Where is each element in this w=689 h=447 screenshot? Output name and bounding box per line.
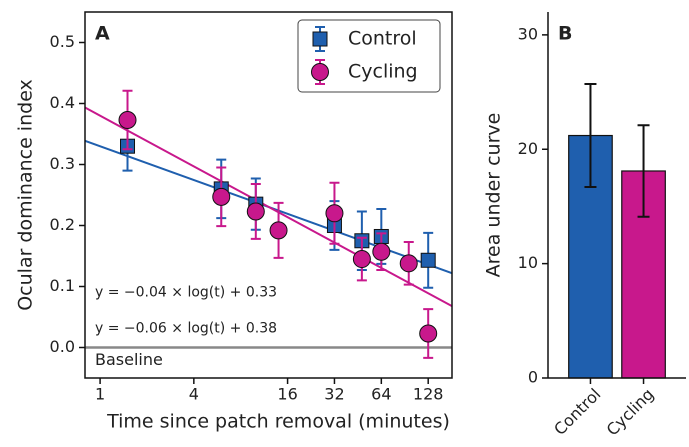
point (419, 324, 438, 343)
legend-label: Cycling (348, 61, 418, 83)
x-axis-label: Time since patch removal (minutes) (106, 411, 450, 433)
fit-line (85, 106, 452, 308)
y-tick-label: 10 (518, 253, 538, 272)
fit-annotation: y = −0.06 × log(t) + 0.38 (95, 321, 277, 337)
y-tick-label: 0.5 (50, 32, 75, 51)
point (325, 204, 344, 223)
x-tick-label: 16 (277, 385, 297, 404)
y-tick-label: 0 (528, 368, 538, 387)
y-tick-label: 0.0 (50, 337, 75, 356)
fit-annotation: y = −0.04 × log(t) + 0.33 (95, 285, 277, 301)
x-tick-label: 4 (189, 385, 199, 404)
x-tick-label: 64 (371, 385, 391, 404)
y-tick-label: 0.3 (50, 154, 75, 173)
point (420, 252, 436, 268)
point (352, 250, 371, 269)
y-tick-label: 30 (518, 24, 538, 43)
axes-frame (84, 11, 453, 379)
panel-label: A (95, 23, 110, 45)
error-bar (637, 124, 650, 218)
x-tick-label: 32 (324, 385, 344, 404)
y-axis-label: Area under curve (483, 113, 505, 278)
legend-box (297, 19, 441, 93)
legend-label: Control (348, 28, 417, 50)
x-tick-label: Cycling (603, 385, 658, 440)
y-tick-label: 20 (518, 139, 538, 158)
point (246, 202, 265, 221)
legend-marker (312, 31, 328, 47)
point (372, 242, 391, 261)
y-tick-label: 0.4 (50, 93, 75, 112)
legend-marker (311, 63, 329, 81)
y-tick-label: 0.2 (50, 215, 75, 234)
x-tick-label: 128 (413, 385, 444, 404)
baseline-label: Baseline (95, 350, 163, 369)
point (118, 110, 137, 129)
y-tick-label: 0.1 (50, 276, 75, 295)
point (399, 254, 418, 273)
x-tick-label: 1 (95, 385, 105, 404)
point (212, 187, 231, 206)
x-tick-label: Control (550, 385, 604, 439)
error-bar (584, 83, 597, 188)
y-axis-label: Ocular dominance index (15, 79, 37, 311)
point (269, 221, 288, 240)
panel-label: B (558, 23, 572, 45)
